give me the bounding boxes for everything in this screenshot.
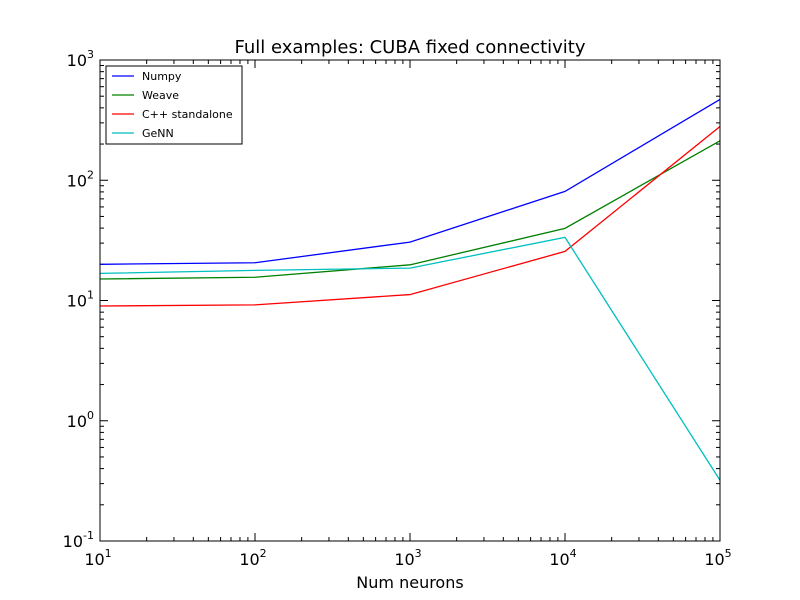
- y-tick-label: 102: [67, 168, 94, 190]
- x-tick-label: 101: [84, 547, 111, 569]
- chart-title: Full examples: CUBA fixed connectivity: [234, 37, 585, 58]
- legend-label: Weave: [142, 89, 179, 102]
- x-tick-label: 102: [239, 547, 266, 569]
- x-axis-label: Num neurons: [356, 573, 463, 592]
- y-tick-label: 10-1: [63, 529, 94, 551]
- legend-label: Numpy: [142, 70, 182, 83]
- legend-entry: C++ standalone: [112, 108, 233, 121]
- legend-entry: Weave: [112, 89, 179, 102]
- legend-label: C++ standalone: [142, 108, 233, 121]
- plot-frame: [99, 59, 721, 542]
- axis-ticks: [99, 59, 721, 542]
- series-lines: [99, 98, 721, 481]
- legend-entry: GeNN: [112, 127, 174, 140]
- series-line-genn: [99, 236, 721, 481]
- y-tick-label: 103: [67, 48, 94, 70]
- legend-box: [105, 65, 243, 145]
- y-tick-label: 100: [67, 409, 94, 431]
- legend-label: GeNN: [142, 127, 174, 140]
- legend: Numpy Weave C++ standalone GeNN: [105, 65, 243, 145]
- series-line-numpy: [99, 98, 721, 265]
- y-tick-label: 101: [67, 289, 94, 311]
- series-line-weave: [99, 140, 721, 280]
- y-tick-labels: 10-1 100 101 102 103: [63, 48, 94, 551]
- x-tick-label: 105: [704, 547, 731, 569]
- x-tick-label: 103: [394, 547, 421, 569]
- x-tick-label: 104: [549, 547, 576, 569]
- series-line-c-standalone: [99, 125, 721, 307]
- legend-entry: Numpy: [112, 70, 182, 83]
- x-tick-labels: 101 102 103 104 105: [84, 547, 731, 569]
